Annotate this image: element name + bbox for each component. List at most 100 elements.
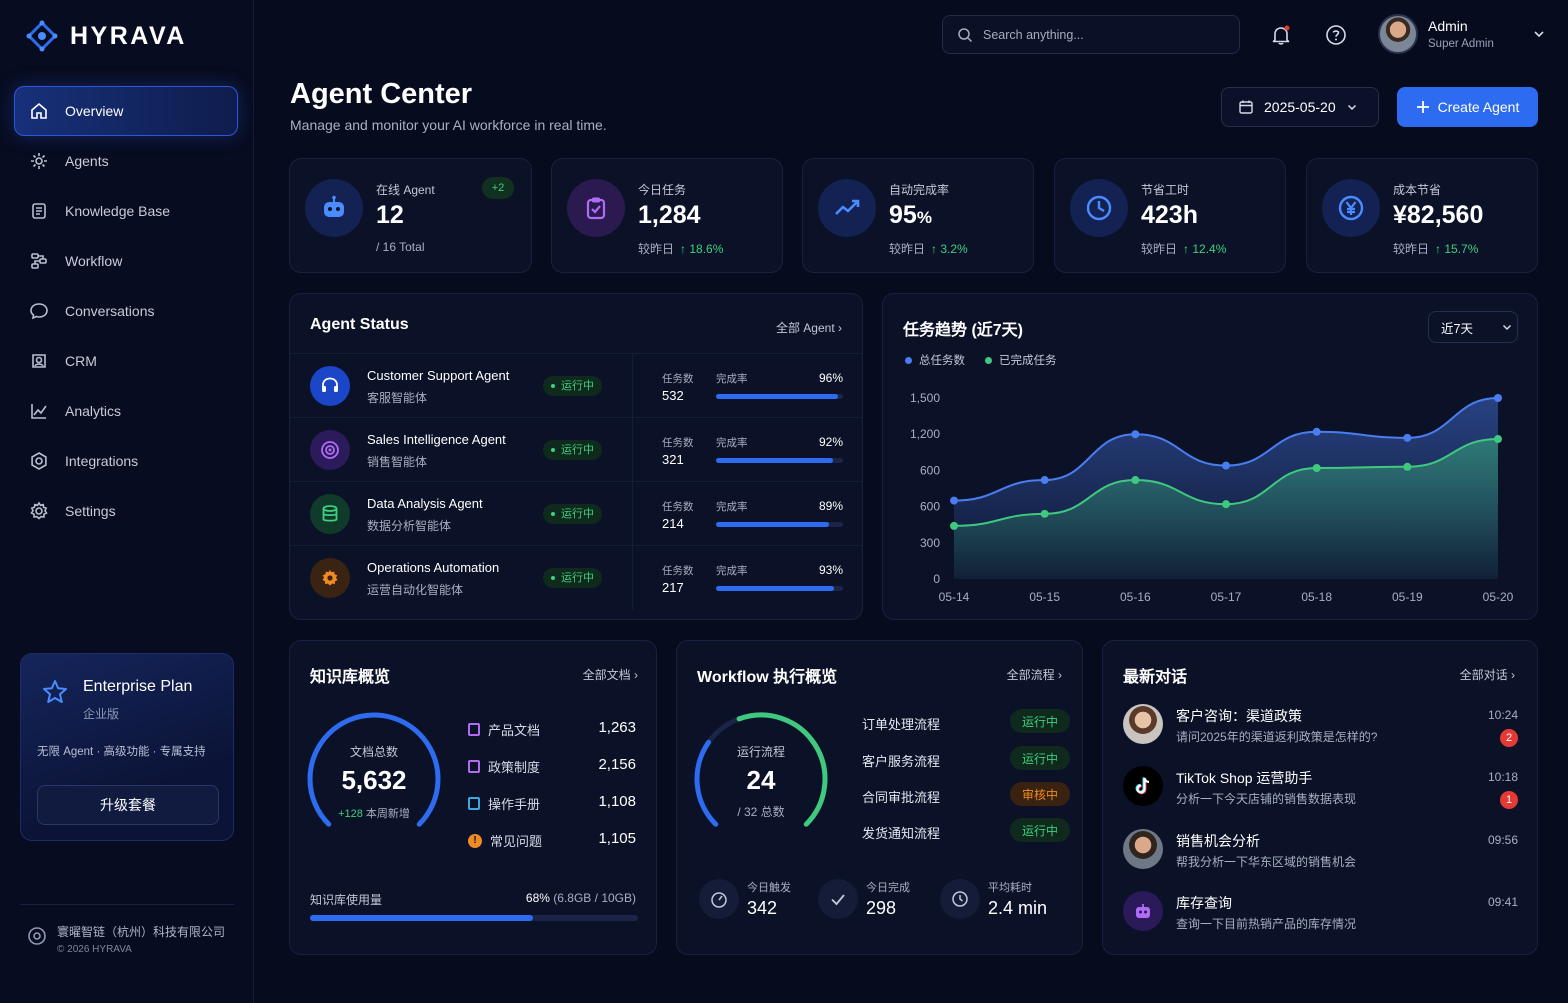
- agent-name: Operations Automation: [367, 560, 500, 575]
- crm-icon: [32, 354, 46, 368]
- upgrade-plan-button[interactable]: 升级套餐: [37, 785, 219, 825]
- stat-card-today-tasks: 今日任务 1,284 较昨日 ↑ 18.6%: [551, 158, 783, 273]
- target-icon: [310, 430, 350, 470]
- data-point[interactable]: [950, 496, 958, 505]
- workflow-card: Workflow 执行概览 全部流程 › 运行流程 24 / 32 总数 订单处…: [676, 640, 1083, 955]
- all-agents-link[interactable]: 全部 Agent ›: [776, 319, 842, 336]
- data-point[interactable]: [1040, 509, 1049, 518]
- sidebar-item-settings[interactable]: Settings: [14, 486, 238, 536]
- completion-bar-fill: [716, 522, 830, 527]
- sidebar-nav: Overview Agents Knowledge Base Workflow …: [14, 86, 238, 536]
- data-point[interactable]: [1040, 476, 1049, 485]
- search-input[interactable]: [983, 27, 1223, 42]
- kb-category[interactable]: ! 常见问题: [468, 831, 542, 850]
- conversation-item[interactable]: 库存查询 查询一下目前热销产品的库存情况 09:41: [1123, 891, 1518, 947]
- stat-sub: 较昨日 ↑ 18.6%: [638, 240, 723, 257]
- workflow-item[interactable]: 发货通知流程: [862, 826, 941, 841]
- date-picker[interactable]: 2025-05-20: [1221, 87, 1379, 127]
- rate-label: 完成率: [716, 501, 748, 513]
- stat-sub: 较昨日 ↑ 12.4%: [1141, 240, 1226, 257]
- legend-item: 总任务数: [905, 352, 965, 368]
- sidebar-item-overview[interactable]: Overview: [14, 86, 238, 136]
- workflow-item[interactable]: 合同审批流程: [862, 790, 941, 805]
- sidebar-item-crm[interactable]: CRM: [14, 336, 238, 386]
- metric-label: 今日触发: [747, 882, 791, 894]
- gear-icon: [310, 558, 350, 598]
- kb-category[interactable]: 操作手册: [468, 794, 540, 813]
- kb-category[interactable]: 产品文档: [468, 720, 540, 739]
- stat-number: 95: [889, 201, 917, 229]
- knowledge-base-card: 知识库概览 全部文档 › 文档总数 5,632 +128 本周新增 产品文档 1…: [289, 640, 657, 955]
- kb-new: +128 本周新增: [304, 805, 444, 821]
- brand-logo[interactable]: HYRAVA: [26, 20, 187, 52]
- all-workflows-link[interactable]: 全部流程 ›: [1007, 666, 1062, 683]
- data-point[interactable]: [1222, 461, 1230, 470]
- data-point[interactable]: [1312, 427, 1321, 436]
- kb-category-label: 政策制度: [488, 760, 541, 775]
- workflow-item[interactable]: 客户服务流程: [862, 754, 941, 769]
- sidebar-item-label: Conversations: [65, 303, 155, 319]
- kb-category-value: 1,105: [598, 830, 636, 847]
- data-point[interactable]: [1312, 463, 1321, 472]
- stat-card-online-agents: 在线 Agent +2 12 / 16 Total: [289, 158, 532, 273]
- all-conversations-link[interactable]: 全部对话 ›: [1460, 666, 1515, 683]
- workflow-icon: [31, 253, 47, 269]
- rate-value: 92%: [818, 435, 843, 449]
- tasks-value: 217: [662, 580, 684, 595]
- status-badge: 运行中: [1010, 709, 1070, 733]
- divider: [632, 482, 633, 546]
- conversation-item[interactable]: 销售机会分析 帮我分析一下华东区域的销售机会 09:56: [1123, 829, 1518, 885]
- data-point[interactable]: [1494, 435, 1502, 444]
- completion-bar-fill: [716, 586, 835, 591]
- conversation-item[interactable]: TikTok Shop 运营助手 分析一下今天店铺的销售数据表现 10:18 1: [1123, 766, 1518, 822]
- create-agent-button[interactable]: Create Agent: [1397, 87, 1538, 127]
- data-point[interactable]: [1131, 430, 1140, 439]
- workflow-item[interactable]: 订单处理流程: [862, 717, 941, 732]
- data-point[interactable]: [1222, 500, 1230, 509]
- help-button[interactable]: [1323, 22, 1349, 48]
- agent-row[interactable]: Sales Intelligence Agent 销售智能体 运行中 任务数 3…: [290, 417, 862, 482]
- all-docs-link[interactable]: 全部文档 ›: [583, 666, 638, 683]
- kb-category[interactable]: 政策制度: [468, 757, 540, 776]
- kb-total: 5,632: [341, 765, 407, 795]
- sidebar-item-label: Settings: [65, 503, 116, 519]
- user-info: Admin Super Admin: [1428, 18, 1494, 50]
- conversation-item[interactable]: 客户咨询：渠道政策 请问2025年的渠道返利政策是怎样的? 10:24 2: [1123, 704, 1518, 760]
- conversation-message: 帮我分析一下华东区域的销售机会: [1176, 855, 1357, 869]
- sidebar-item-integrations[interactable]: Integrations: [14, 436, 238, 486]
- card-title: 最新对话: [1123, 669, 1188, 686]
- sidebar-item-knowledge-base[interactable]: Knowledge Base: [14, 186, 238, 236]
- tasks-label: 任务数: [662, 565, 694, 577]
- range-select[interactable]: 近7天: [1428, 311, 1518, 343]
- delta-up: ↑ 3.2%: [931, 242, 968, 256]
- conversation-time: 10:18: [1487, 770, 1518, 784]
- tiktok-icon: [1123, 766, 1163, 806]
- range-value: 近7天: [1441, 321, 1473, 336]
- sidebar-item-agents[interactable]: Agents: [14, 136, 238, 186]
- delta-value: 12.4%: [1192, 242, 1227, 256]
- data-point[interactable]: [1403, 433, 1412, 442]
- data-point[interactable]: [950, 521, 958, 530]
- card-title: Agent Status: [310, 316, 409, 333]
- agent-name: Sales Intelligence Agent: [367, 432, 506, 447]
- agent-row[interactable]: Operations Automation 运营自动化智能体 运行中 任务数 2…: [290, 545, 862, 610]
- agent-name: Data Analysis Agent: [367, 496, 483, 511]
- agent-row[interactable]: Data Analysis Agent 数据分析智能体 运行中 任务数 214 …: [290, 481, 862, 546]
- robot-icon: [305, 179, 363, 237]
- agent-cn-name: 销售智能体: [367, 455, 428, 469]
- user-menu[interactable]: Admin Super Admin: [1378, 14, 1546, 54]
- sidebar-item-workflow[interactable]: Workflow: [14, 236, 238, 286]
- stat-sub-label: 较昨日: [638, 242, 675, 256]
- y-tick-label: 600: [920, 500, 940, 514]
- agent-row[interactable]: Customer Support Agent 客服智能体 运行中 任务数 532…: [290, 353, 862, 418]
- chat-icon: [30, 303, 48, 320]
- notifications-button[interactable]: [1268, 22, 1294, 48]
- page-subtitle: Manage and monitor your AI workforce in …: [290, 117, 607, 133]
- data-point[interactable]: [1131, 476, 1140, 485]
- sidebar-item-analytics[interactable]: Analytics: [14, 386, 238, 436]
- data-point[interactable]: [1403, 462, 1412, 471]
- sidebar-item-label: Workflow: [65, 253, 123, 269]
- sidebar-item-conversations[interactable]: Conversations: [14, 286, 238, 336]
- data-point[interactable]: [1494, 394, 1502, 402]
- trend-chart: 0 300 600 600 1,200 1,500 05-14 05-15 05-16 05-17…: [910, 391, 1514, 604]
